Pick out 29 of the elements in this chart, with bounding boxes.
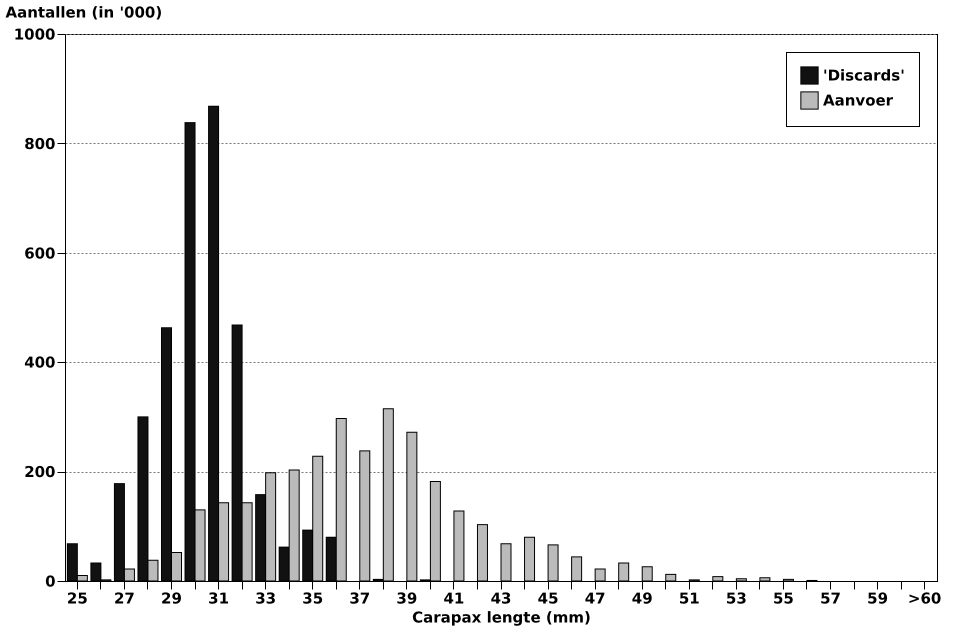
x-tick-label: 49 <box>632 590 653 608</box>
x-tick-label: 43 <box>490 590 512 608</box>
x-tick-label: 51 <box>678 590 700 608</box>
x-tick-label: 35 <box>302 590 324 608</box>
x-tick-label: 55 <box>772 590 794 608</box>
y-tick-label: 400 <box>24 354 56 372</box>
x-tick-label: 37 <box>349 590 370 608</box>
x-tick-label: 47 <box>584 590 606 608</box>
x-tick-label: 25 <box>66 590 88 608</box>
x-tick-label: 45 <box>538 590 559 608</box>
x-tick-label: 29 <box>161 590 182 608</box>
x-tick-label: 33 <box>255 590 276 608</box>
x-axis-title: Carapax lengte (mm) <box>412 608 591 626</box>
x-tick-label: >60 <box>908 590 942 608</box>
y-tick-label: 600 <box>24 244 56 262</box>
legend-label: Aanvoer <box>823 92 894 110</box>
x-tick-label: 41 <box>443 590 464 608</box>
legend-label: 'Discards' <box>823 66 905 84</box>
x-tick-label: 53 <box>726 590 747 608</box>
x-tick-label: 59 <box>867 590 888 608</box>
x-tick-label: 31 <box>208 590 230 608</box>
y-axis-title: Aantallen (in '000) <box>6 4 162 22</box>
y-tick-label: 200 <box>24 463 56 482</box>
x-tick-label: 27 <box>114 590 135 608</box>
y-tick-label: 0 <box>45 572 56 590</box>
y-tick-label: 800 <box>24 134 56 153</box>
x-tick-label: 39 <box>396 590 418 608</box>
x-tick-label: 57 <box>820 590 841 608</box>
y-tick-label: 1000 <box>14 26 56 44</box>
